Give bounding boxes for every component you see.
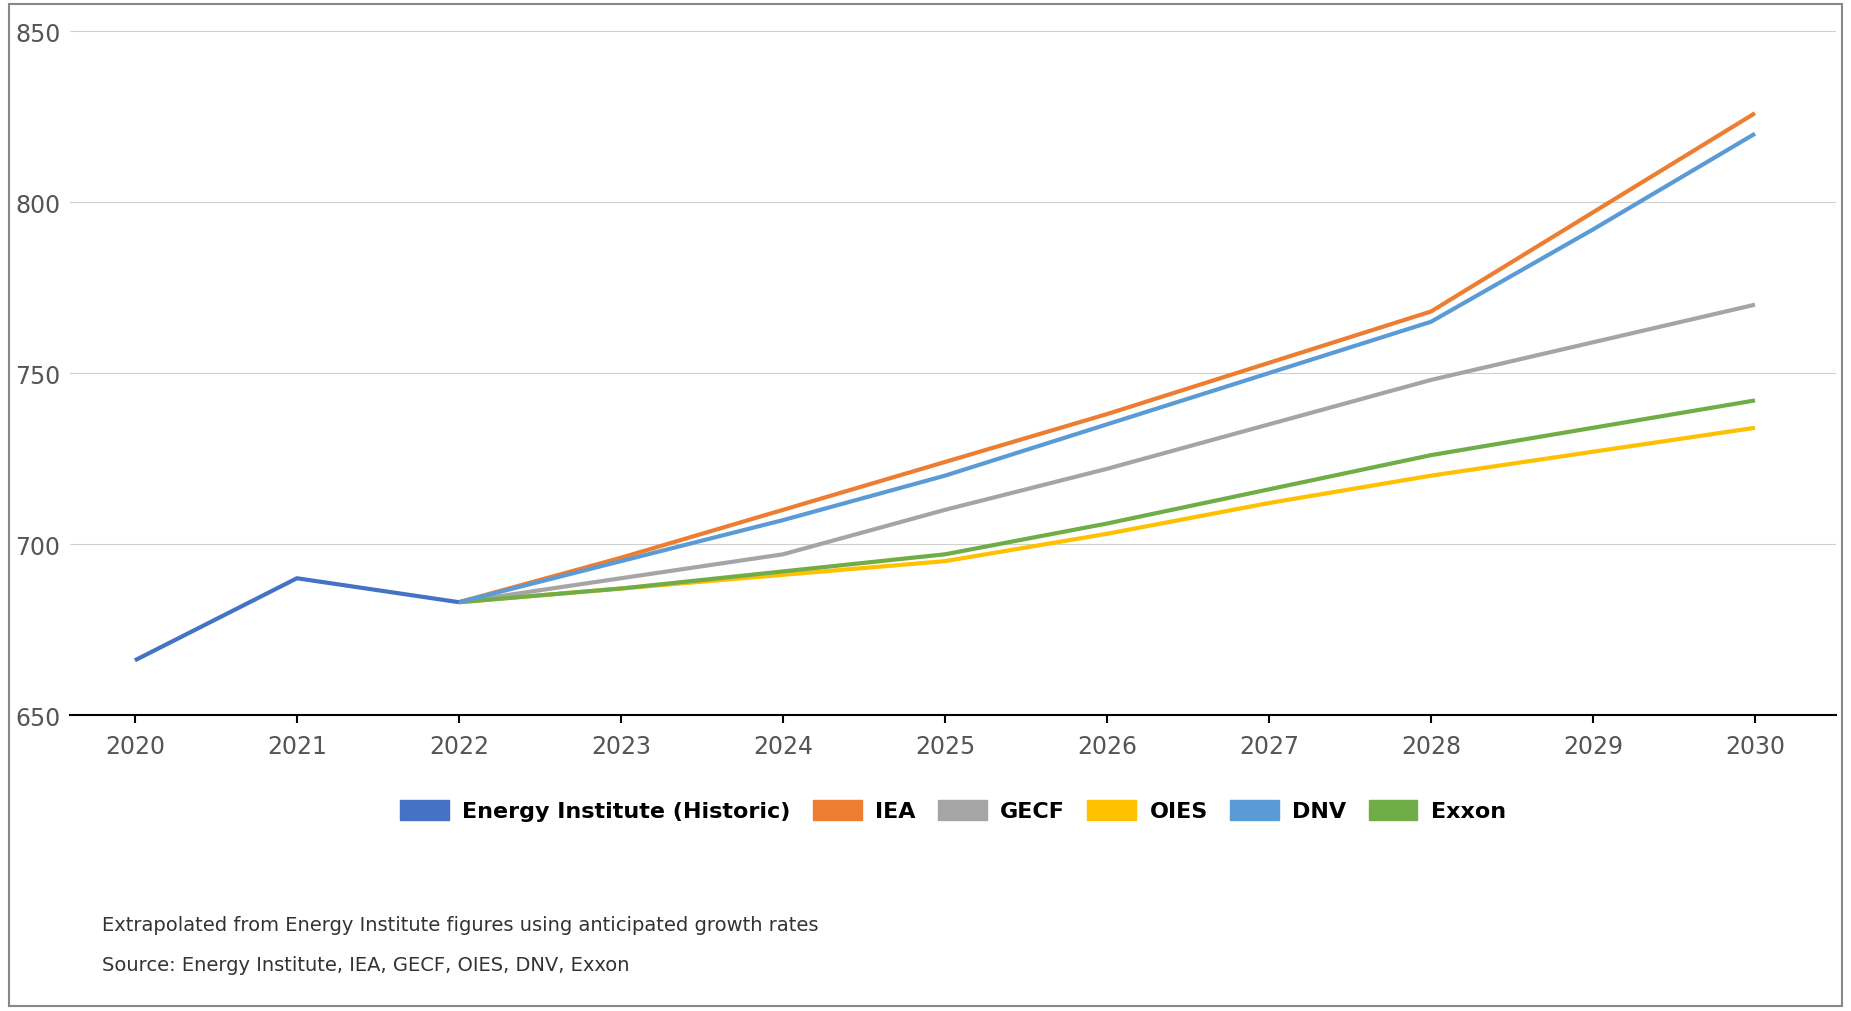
Text: Extrapolated from Energy Institute figures using anticipated growth rates: Extrapolated from Energy Institute figur… — [102, 915, 818, 934]
Legend: Energy Institute (Historic), IEA, GECF, OIES, DNV, Exxon: Energy Institute (Historic), IEA, GECF, … — [391, 791, 1514, 830]
Text: Source: Energy Institute, IEA, GECF, OIES, DNV, Exxon: Source: Energy Institute, IEA, GECF, OIE… — [102, 955, 629, 975]
